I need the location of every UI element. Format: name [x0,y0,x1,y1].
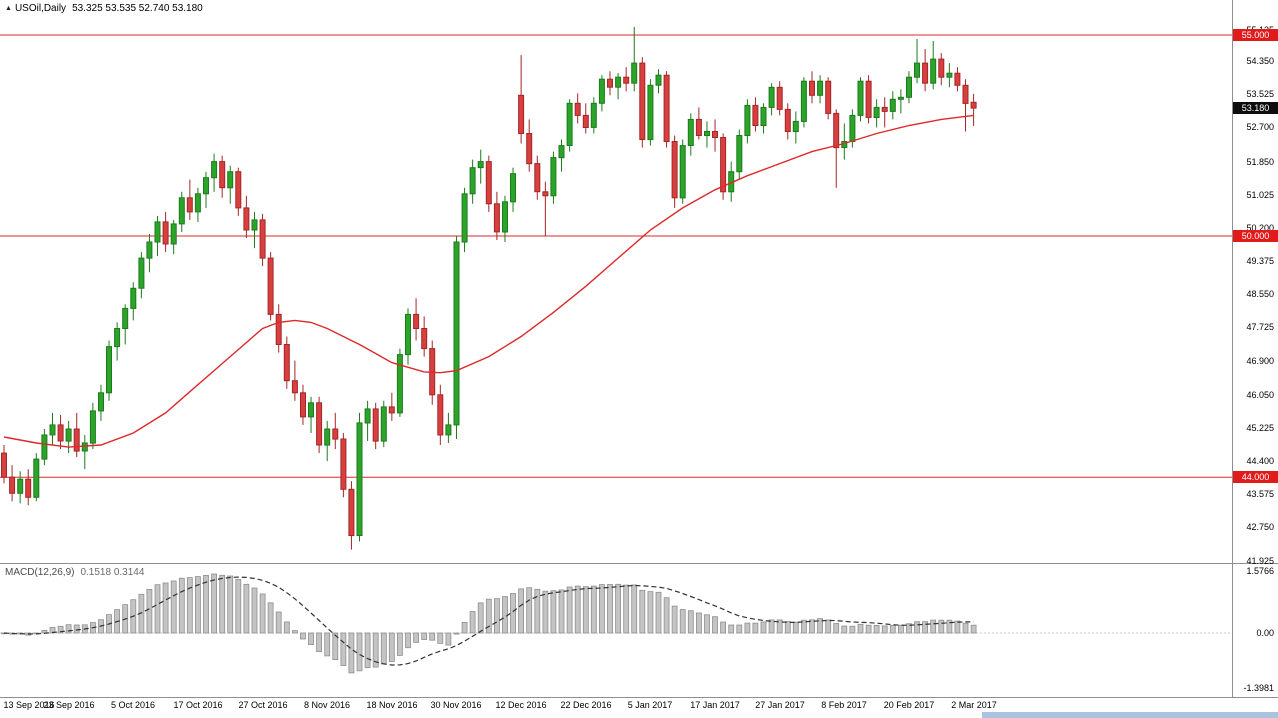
macd-indicator-header: MACD(12,26,9) 0.1518 0.3144 [5,567,144,578]
price-tick-label: 52.700 [1246,122,1274,132]
date-tick-label: 13 Sep 2016 [3,700,55,710]
price-axis-border [1232,0,1233,697]
level-lines [0,34,1232,478]
price-tick-label: 53.525 [1246,89,1274,99]
macd-current-values: 0.1518 0.3144 [80,567,145,578]
date-tick-label: 2 Mar 2017 [951,700,997,710]
current-price-badge: 53.180 [1233,102,1278,114]
symbol-icon: ▲ [5,5,12,12]
price-tick-label: 43.575 [1246,489,1274,499]
date-tick-label: 18 Nov 2016 [366,700,418,710]
price-tick-label: 50.200 [1246,223,1274,233]
price-tick-label: 47.725 [1246,322,1274,332]
price-tick-label: 44.400 [1246,456,1274,466]
price-tick-label: 49.375 [1246,256,1274,266]
date-tick-label: 20 Feb 2017 [883,700,935,710]
date-tick-label: 12 Dec 2016 [495,700,547,710]
date-tick-label: 30 Nov 2016 [430,700,482,710]
price-tick-label: 46.050 [1246,390,1274,400]
price-axis[interactable]: 55.13554.35053.52552.70051.85051.02550.2… [1233,0,1278,697]
horizontal-scrollbar[interactable] [982,712,1278,718]
price-tick-label: 42.750 [1246,522,1274,532]
macd-title: MACD(12,26,9) [5,567,75,578]
macd-histogram [1,573,977,674]
price-tick-label: 51.025 [1246,190,1274,200]
moving-average-line [3,114,974,448]
price-tick-label: 41.925 [1246,556,1274,566]
price-tick-label: 48.550 [1246,289,1274,299]
price-tick-label: 54.350 [1246,56,1274,66]
date-axis[interactable]: 13 Sep 2016 23 Sep 2016 5 Oct 2016 17 Oct 2… [0,700,1278,714]
pane-divider[interactable] [0,563,1278,564]
symbol-period-label: USOil,Daily [14,3,67,14]
date-tick-label: 5 Oct 2016 [110,700,156,710]
date-tick-label: 8 Nov 2016 [303,700,351,710]
chart-header: ▲ USOil,Daily 53.325 53.535 52.740 53.180 [5,3,203,14]
price-tick-label: 45.225 [1246,423,1274,433]
date-tick-label: 23 Sep 2016 [43,700,95,710]
date-tick-label: 22 Dec 2016 [560,700,612,710]
macd-tick-label: 0.00 [1256,628,1274,638]
date-tick-label: 8 Feb 2017 [821,700,867,710]
macd-signal-line [3,576,974,666]
level-price-badge: 50.000 [1233,230,1278,242]
date-tick-label: 17 Jan 2017 [690,700,740,710]
macd-tick-label: -1.3981 [1243,683,1274,693]
level-price-badge: 55.000 [1233,29,1278,41]
date-tick-label: 5 Jan 2017 [627,700,673,710]
level-price-badge: 44.000 [1233,471,1278,483]
price-tick-label: 51.850 [1246,157,1274,167]
price-tick-label: 46.900 [1246,356,1274,366]
date-tick-label: 17 Oct 2016 [173,700,223,710]
candlestick-series [1,27,977,550]
date-axis-divider [0,697,1278,698]
macd-axis[interactable]: 1.5766 0.00 -1.3981 [1233,0,1278,697]
date-tick-label: 27 Oct 2016 [238,700,288,710]
macd-tick-label: 1.5766 [1246,566,1274,576]
ohlc-readout: 53.325 53.535 52.740 53.180 [72,3,203,14]
date-tick-label: 27 Jan 2017 [755,700,805,710]
